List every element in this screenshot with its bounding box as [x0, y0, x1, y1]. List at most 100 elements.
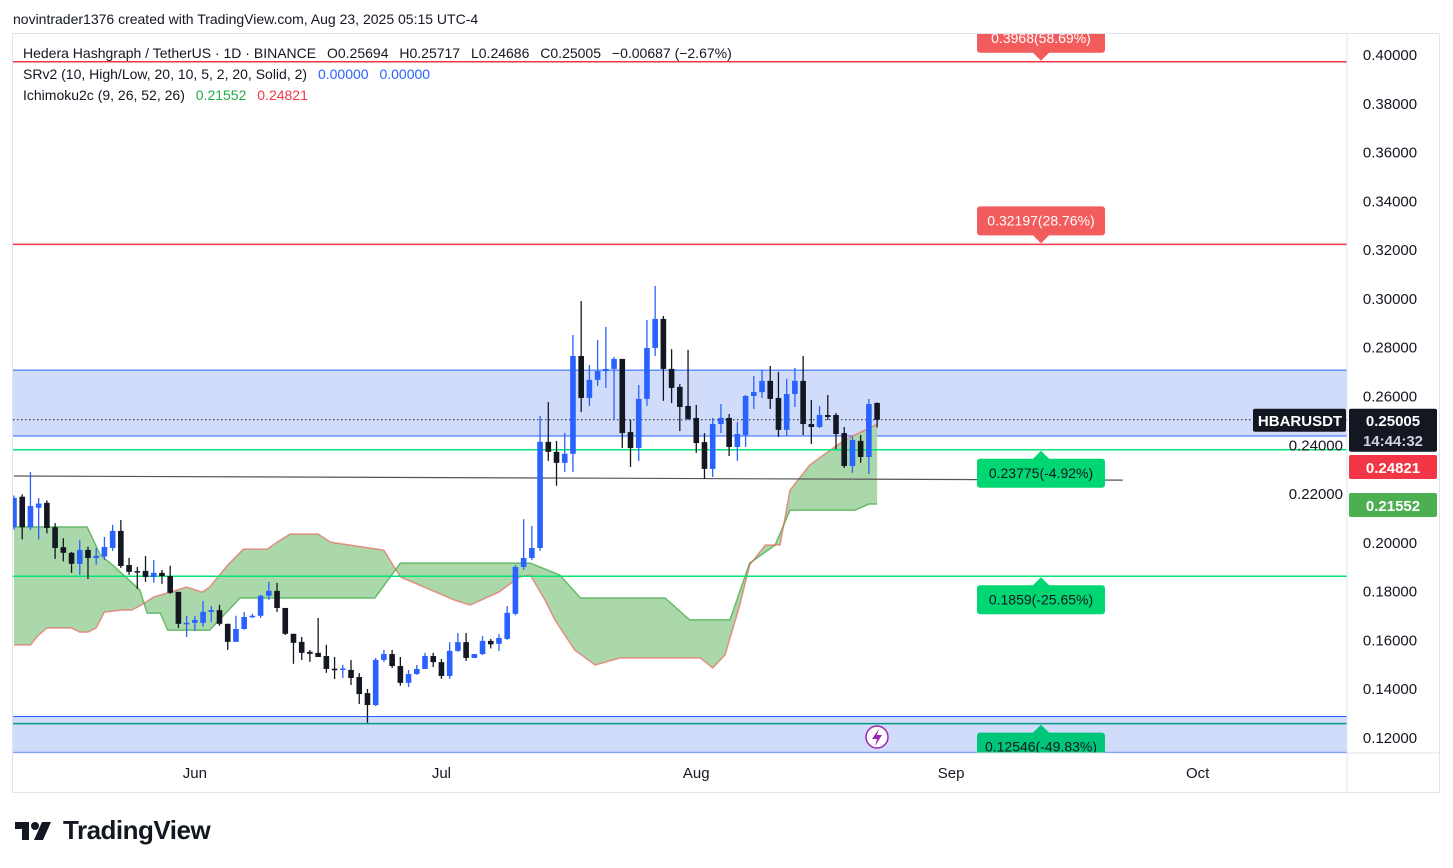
candle [405, 669, 412, 687]
candle-body [578, 355, 584, 398]
candle [44, 500, 50, 534]
candle [586, 365, 593, 406]
y-tick-label: 0.28000 [1363, 340, 1417, 357]
symbol-title[interactable]: Hedera Hashgraph / TetherUS · 1D · BINAN… [23, 45, 317, 61]
candle-body [537, 441, 543, 548]
candle-body [282, 607, 289, 634]
candle-body [693, 417, 700, 444]
candle-body [512, 566, 519, 614]
candle-body [759, 380, 765, 393]
candle [537, 415, 543, 551]
candle-body [874, 402, 880, 420]
candle [619, 358, 626, 448]
candle [561, 432, 568, 472]
candle-body [364, 693, 371, 706]
candle [183, 615, 190, 637]
candle [553, 440, 560, 486]
tradingview-logo[interactable]: TradingView [15, 815, 211, 846]
level-callout-pointer [1032, 577, 1050, 587]
candle [430, 652, 437, 667]
candle-body [134, 571, 141, 573]
candle-body [792, 380, 798, 395]
candle-body [109, 530, 116, 548]
level-callout-box [977, 458, 1105, 488]
symbol-legend: Hedera Hashgraph / TetherUS · 1D · BINAN… [23, 45, 739, 61]
candle-body [463, 642, 469, 658]
candle [118, 519, 124, 568]
last-price-tag-box [1349, 408, 1437, 452]
candle [677, 384, 683, 432]
level-callout: 0.12546(-49.83%) [977, 724, 1105, 755]
y-tick-label: 0.36000 [1363, 145, 1417, 162]
candle-body [224, 623, 231, 642]
candle-body [192, 619, 198, 623]
y-tick-label: 0.12000 [1363, 730, 1417, 747]
candle [290, 633, 297, 664]
candle [808, 399, 815, 445]
candle [413, 665, 420, 675]
candle-body [751, 392, 757, 396]
candle-body [19, 496, 26, 528]
candle [389, 649, 395, 668]
candle [866, 398, 872, 475]
y-tick-label: 0.20000 [1363, 535, 1417, 552]
srv2-value-2: 0.00000 [379, 66, 431, 82]
y-tick-label: 0.30000 [1363, 291, 1417, 308]
candle [167, 565, 173, 594]
candle-body [816, 415, 823, 427]
candle [13, 495, 17, 530]
candle-body [167, 576, 173, 593]
lightning-icon[interactable] [865, 725, 889, 749]
y-tick-label: 0.26000 [1363, 389, 1417, 406]
candle [849, 436, 856, 473]
level-callout-pointer [1032, 450, 1050, 460]
candle-body [529, 547, 535, 558]
candle-body [348, 669, 354, 678]
candle-body [857, 440, 864, 457]
candle [644, 319, 650, 406]
lightning-icon-bolt [872, 729, 882, 746]
candle [257, 594, 264, 618]
candle [315, 617, 321, 657]
candle [397, 656, 404, 686]
ichimoku-label: Ichimoku2c (9, 26, 52, 26) [23, 87, 185, 103]
candle-body [471, 654, 478, 658]
candle-body [520, 557, 527, 567]
candle [150, 559, 157, 583]
trend-line [13, 475, 1123, 481]
y-tick-label: 0.38000 [1363, 96, 1417, 113]
tradingview-logo-icon [15, 821, 51, 840]
candle [792, 367, 798, 407]
candle [85, 546, 91, 579]
candle-body [331, 668, 338, 671]
candle-body [652, 318, 658, 348]
candle-body [635, 398, 642, 448]
candle-body [68, 552, 75, 564]
candle-body [841, 433, 848, 466]
candle [709, 417, 716, 477]
candle [742, 395, 749, 447]
candle-body [594, 371, 601, 380]
candle [775, 371, 782, 437]
symbol-tag-box [1253, 408, 1346, 432]
level-callout-label: 0.12546(-49.83%) [985, 739, 1097, 755]
candle [331, 656, 338, 679]
candle-body [504, 612, 510, 639]
candle-body [52, 527, 58, 548]
candle-body [455, 642, 461, 651]
candle [134, 566, 141, 589]
ichimoku-cloud [14, 424, 878, 668]
candle [504, 606, 510, 640]
x-tick-label: Jul [432, 765, 451, 782]
candle [340, 664, 346, 678]
candle-body [200, 611, 206, 623]
candle-body [726, 417, 732, 447]
level-callout-box [977, 206, 1105, 236]
ichimoku-legend[interactable]: Ichimoku2c (9, 26, 52, 26) 0.21552 0.248… [23, 87, 315, 103]
y-tick-label: 0.16000 [1363, 632, 1417, 649]
level-callout: 0.3968(58.69%) [977, 34, 1105, 61]
candle-body [150, 572, 157, 577]
candle-body [315, 652, 321, 657]
srv2-legend[interactable]: SRv2 (10, High/Low, 20, 10, 5, 2, 20, So… [23, 66, 437, 82]
